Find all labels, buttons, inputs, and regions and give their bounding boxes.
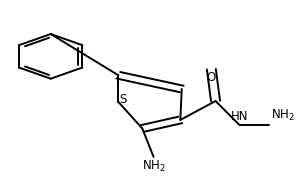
Text: NH$_2$: NH$_2$ [271, 108, 294, 123]
Text: O: O [207, 71, 216, 84]
Text: S: S [119, 93, 126, 106]
Text: HN: HN [231, 110, 248, 123]
Text: NH$_2$: NH$_2$ [142, 159, 165, 174]
